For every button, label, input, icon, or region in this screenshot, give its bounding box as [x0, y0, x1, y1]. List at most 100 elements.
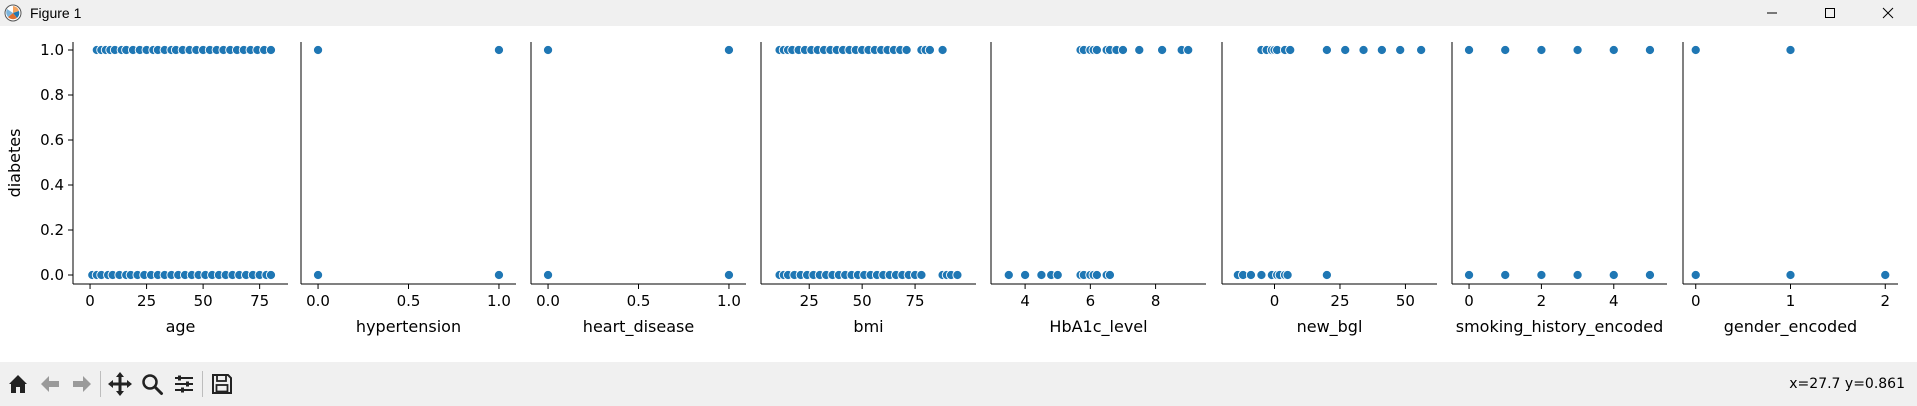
data-point — [1091, 44, 1102, 56]
data-point — [1091, 269, 1102, 281]
data-point — [952, 269, 963, 281]
x-tick-label: 50 — [853, 292, 872, 310]
save-icon[interactable] — [206, 367, 238, 401]
figure-canvas[interactable]: 0.0 0.2 0.4 0.6 0.8 1.0 diabetes 0 25 50 75 age 0.0 0… — [0, 26, 1917, 362]
data-point — [1572, 44, 1583, 56]
forward-icon[interactable] — [66, 367, 98, 401]
x-axis-label: new_bgl — [1297, 317, 1363, 337]
data-point — [1500, 44, 1511, 56]
data-point — [542, 269, 554, 281]
data-point — [1020, 269, 1031, 281]
home-icon[interactable] — [2, 367, 34, 401]
data-point — [1134, 44, 1145, 56]
data-point — [1500, 269, 1511, 281]
data-point — [493, 44, 505, 56]
data-point — [1395, 44, 1406, 56]
pan-icon[interactable] — [104, 367, 136, 401]
x-axis-label: heart_disease — [583, 317, 694, 337]
x-tick-label: 6 — [1086, 292, 1096, 310]
data-point — [1117, 44, 1129, 56]
data-point — [1036, 269, 1047, 281]
x-tick-label: 0.0 — [536, 292, 560, 310]
window-titlebar: Figure 1 — [0, 0, 1917, 26]
x-tick-label: 4 — [1020, 292, 1030, 310]
x-tick-label: 75 — [250, 292, 269, 310]
x-tick-label: 2 — [1537, 292, 1547, 310]
data-point — [1052, 269, 1063, 281]
window-title: Figure 1 — [30, 5, 82, 21]
x-tick-label: 25 — [800, 292, 819, 310]
data-point — [1572, 269, 1583, 281]
data-point — [1644, 269, 1656, 281]
data-point — [723, 269, 735, 281]
data-point — [1321, 44, 1332, 56]
x-tick-label: 2 — [1880, 292, 1890, 310]
toolbar-separator — [200, 367, 206, 401]
data-point — [1690, 269, 1701, 281]
data-point — [1003, 269, 1014, 281]
data-point — [1358, 44, 1369, 56]
x-tick-label: 0 — [1464, 292, 1474, 310]
data-point — [1282, 269, 1293, 281]
y-tick-label: 0.6 — [40, 131, 64, 149]
data-point — [937, 44, 948, 56]
x-tick-label: 8 — [1151, 292, 1161, 310]
x-tick-label: 0.5 — [627, 292, 651, 310]
data-point — [493, 269, 505, 281]
x-tick-label: 25 — [1330, 292, 1349, 310]
back-icon[interactable] — [34, 367, 66, 401]
data-point — [265, 44, 277, 56]
y-axis-label: diabetes — [5, 129, 24, 198]
x-axis-label: hypertension — [356, 317, 461, 336]
x-tick-label: 1.0 — [487, 292, 511, 310]
x-tick-label: 1.0 — [717, 292, 741, 310]
y-tick-label: 0.4 — [40, 176, 64, 194]
data-point — [901, 44, 912, 56]
matplotlib-logo-icon — [2, 2, 24, 24]
data-point — [1785, 44, 1796, 56]
data-point — [1416, 44, 1427, 56]
minimize-icon[interactable] — [1743, 0, 1801, 26]
zoom-icon[interactable] — [136, 367, 168, 401]
data-point — [1785, 269, 1796, 281]
x-axis-label: HbA1c_level — [1049, 317, 1147, 337]
x-tick-label: 4 — [1609, 292, 1619, 310]
x-tick-label: 50 — [194, 292, 213, 310]
x-tick-label: 0.0 — [306, 292, 330, 310]
cursor-coordinates: x=27.7 y=0.861 — [1789, 376, 1905, 392]
close-icon[interactable] — [1859, 0, 1917, 26]
x-tick-label: 50 — [1396, 292, 1415, 310]
data-point — [265, 269, 277, 281]
data-point — [1690, 44, 1701, 56]
y-tick-label: 1.0 — [40, 41, 64, 59]
x-tick-label: 0.5 — [397, 292, 421, 310]
data-point — [1285, 44, 1296, 56]
toolbar-separator — [98, 367, 104, 401]
x-tick-label: 1 — [1786, 292, 1796, 310]
y-tick-label: 0.2 — [40, 221, 64, 239]
data-point — [1183, 44, 1194, 56]
data-point — [1880, 269, 1891, 281]
navigation-toolbar: x=27.7 y=0.861 — [0, 362, 1917, 406]
data-point — [916, 269, 927, 281]
maximize-icon[interactable] — [1801, 0, 1859, 26]
x-tick-label: 75 — [906, 292, 925, 310]
data-point — [1463, 269, 1475, 281]
window-controls — [1743, 0, 1917, 26]
x-axis-label: bmi — [853, 317, 883, 336]
data-point — [1536, 269, 1547, 281]
data-point — [1644, 44, 1656, 56]
data-point — [1608, 44, 1619, 56]
data-point — [1245, 269, 1256, 281]
data-point — [723, 44, 735, 56]
data-point — [1376, 44, 1387, 56]
pairplot-chart: 0.0 0.2 0.4 0.6 0.8 1.0 diabetes 0 25 50 75 age 0.0 0… — [5, 41, 1898, 337]
x-tick-label: 0 — [1691, 292, 1701, 310]
x-axis-label: smoking_history_encoded — [1456, 317, 1663, 337]
x-tick-label: 25 — [137, 292, 156, 310]
x-axis-label: gender_encoded — [1724, 317, 1857, 337]
y-tick-label: 0.0 — [40, 266, 64, 284]
data-point — [1256, 269, 1267, 281]
configure-subplots-icon[interactable] — [168, 367, 200, 401]
data-point — [1608, 269, 1619, 281]
